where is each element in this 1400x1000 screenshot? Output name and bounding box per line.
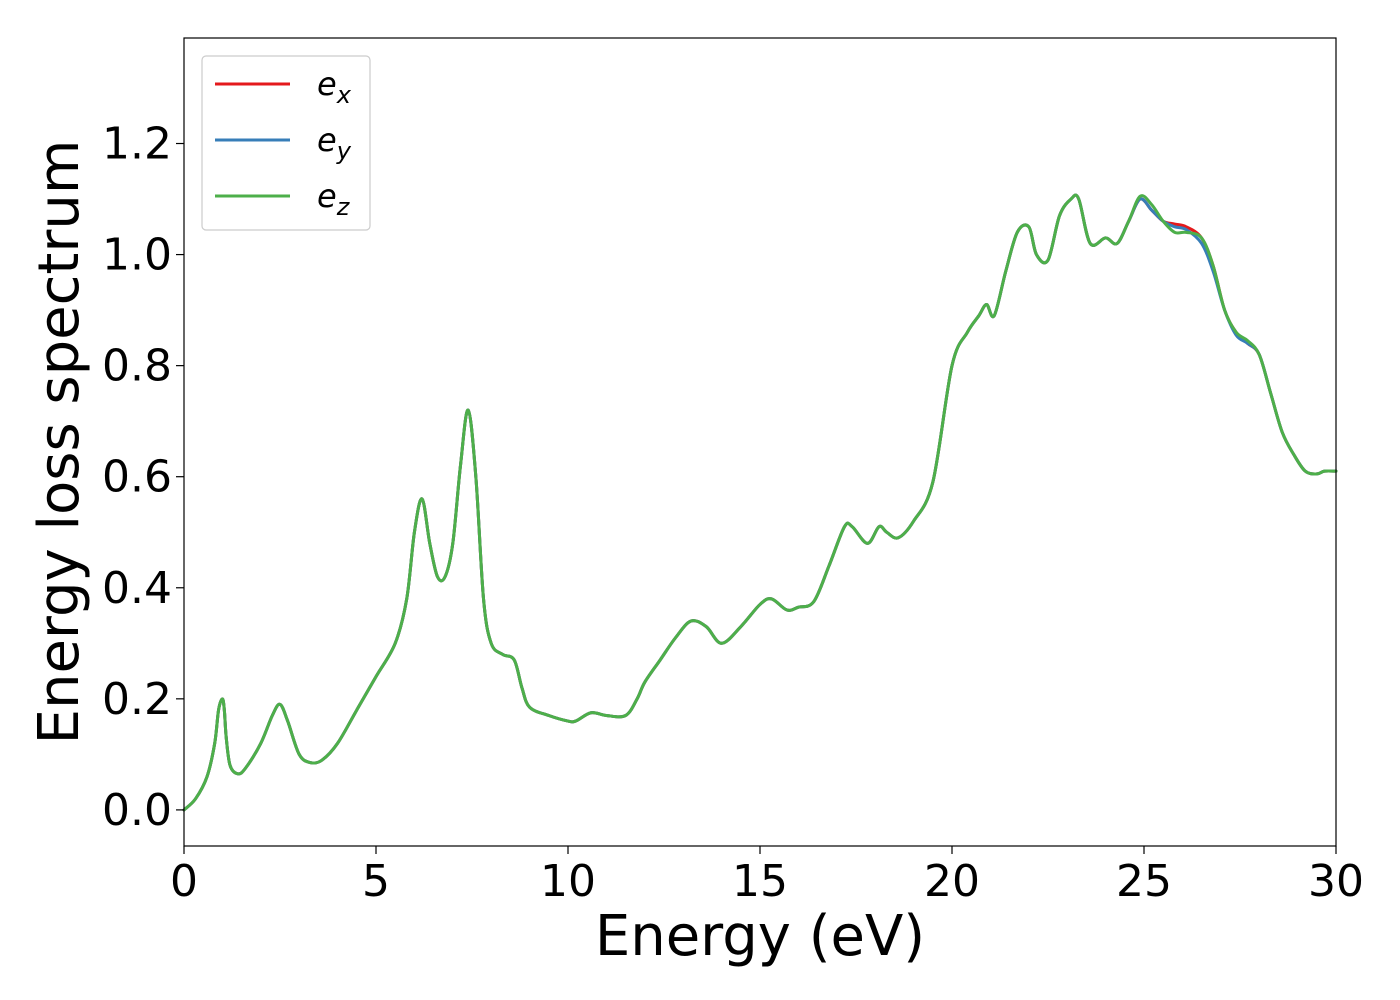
x-tick-label: 25	[1116, 856, 1172, 907]
y-tick-label: 0.8	[102, 341, 172, 392]
x-tick-label: 20	[924, 856, 980, 907]
y-axis-label: Energy loss spectrum	[27, 140, 92, 745]
x-tick-label: 15	[732, 856, 788, 907]
x-tick-label: 5	[362, 856, 390, 907]
y-tick-label: 0.2	[102, 674, 172, 725]
legend-label-z: ez	[317, 177, 351, 221]
series-line-z	[182, 193, 1338, 812]
x-axis-label: Energy (eV)	[595, 904, 925, 969]
x-tick-label: 30	[1308, 856, 1364, 907]
legend-box	[201, 55, 371, 231]
x-tick-label: 10	[540, 856, 596, 907]
y-axis-ticks: 0.0 0.2 0.4 0.6 0.8 1.0 1.2	[102, 119, 184, 836]
x-axis-ticks: 0 5 10 15 20 25 30	[170, 846, 1364, 907]
plot-area	[184, 38, 1336, 846]
series-layer	[182, 193, 1338, 812]
y-tick-label: 0.6	[102, 452, 172, 503]
legend-label-y: ey	[317, 121, 352, 165]
y-tick-label: 1.0	[102, 230, 172, 281]
y-tick-label: 0.4	[102, 563, 172, 614]
y-tick-label: 1.2	[102, 119, 172, 170]
legend-label-x: ex	[317, 65, 352, 109]
x-tick-label: 0	[170, 856, 198, 907]
y-tick-label: 0.0	[102, 785, 172, 836]
legend: ex ey ez	[201, 55, 371, 231]
